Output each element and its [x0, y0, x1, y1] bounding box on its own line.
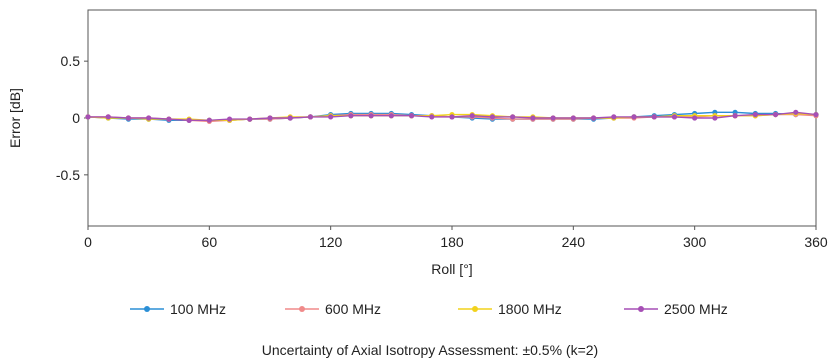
x-tick-label: 240	[562, 234, 586, 250]
legend-swatch-marker	[472, 306, 478, 312]
data-point	[267, 115, 273, 121]
data-point	[752, 111, 758, 118]
data-point	[85, 114, 91, 120]
y-tick-label: -0.5	[56, 167, 80, 183]
legend-label: 1800 MHz	[498, 301, 562, 317]
data-point	[388, 113, 394, 119]
legend-item: 600 MHz	[285, 301, 381, 317]
y-tick-label: 0	[72, 110, 80, 126]
x-tick-label: 120	[319, 234, 343, 250]
y-axis: -0.5 0 0.5	[56, 53, 88, 183]
data-point	[125, 115, 132, 121]
uncertainty-note: Uncertainty of Axial Isotropy Assessment…	[262, 342, 598, 358]
data-point	[550, 115, 556, 121]
data-point	[611, 114, 617, 120]
data-point	[449, 114, 455, 120]
data-point	[489, 114, 496, 120]
x-tick-label: 60	[202, 234, 218, 250]
legend-label: 2500 MHz	[664, 301, 728, 317]
data-point	[206, 117, 212, 123]
data-point	[692, 115, 698, 121]
data-point	[186, 117, 192, 123]
data-point	[348, 113, 354, 119]
series-layer	[85, 109, 819, 125]
legend-swatch-marker	[299, 306, 305, 312]
data-point	[530, 115, 536, 121]
legend-label: 100 MHz	[170, 301, 226, 317]
data-point	[328, 114, 334, 120]
data-point	[772, 111, 779, 118]
data-point	[307, 114, 314, 120]
data-point	[793, 109, 799, 115]
x-tick-label: 360	[804, 234, 828, 250]
data-point	[651, 114, 657, 120]
data-point	[146, 115, 152, 121]
x-tick-label: 0	[84, 234, 92, 250]
x-axis: 0 60 120 180 240 300 360	[84, 226, 828, 250]
y-tick-label: 0.5	[61, 53, 81, 69]
legend: 100 MHz 600 MHz 1800 MHz 2500 MHz	[130, 301, 728, 317]
data-point	[287, 115, 293, 121]
data-point	[429, 114, 435, 120]
data-point	[813, 111, 819, 118]
data-point	[671, 114, 678, 120]
data-point	[105, 114, 111, 120]
x-tick-label: 180	[440, 234, 464, 250]
data-point	[570, 115, 576, 121]
legend-label: 600 MHz	[325, 301, 381, 317]
legend-item: 2500 MHz	[624, 301, 728, 317]
data-point	[247, 116, 253, 122]
series-2500-mhz	[85, 109, 819, 123]
y-axis-title: Error [dB]	[7, 88, 23, 148]
data-point	[166, 116, 172, 122]
legend-swatch-marker	[638, 306, 644, 312]
x-tick-label: 300	[683, 234, 707, 250]
data-point	[469, 113, 475, 119]
legend-item: 100 MHz	[130, 301, 226, 317]
data-point	[510, 114, 516, 120]
data-point	[712, 115, 718, 121]
data-point	[408, 113, 415, 119]
data-point	[590, 115, 597, 121]
legend-swatch-marker	[144, 306, 150, 312]
legend-item: 1800 MHz	[458, 301, 562, 317]
data-point	[368, 113, 374, 119]
x-axis-title: Roll [°]	[431, 261, 472, 277]
data-point	[631, 114, 637, 120]
data-point	[732, 113, 738, 119]
data-point	[226, 116, 233, 122]
